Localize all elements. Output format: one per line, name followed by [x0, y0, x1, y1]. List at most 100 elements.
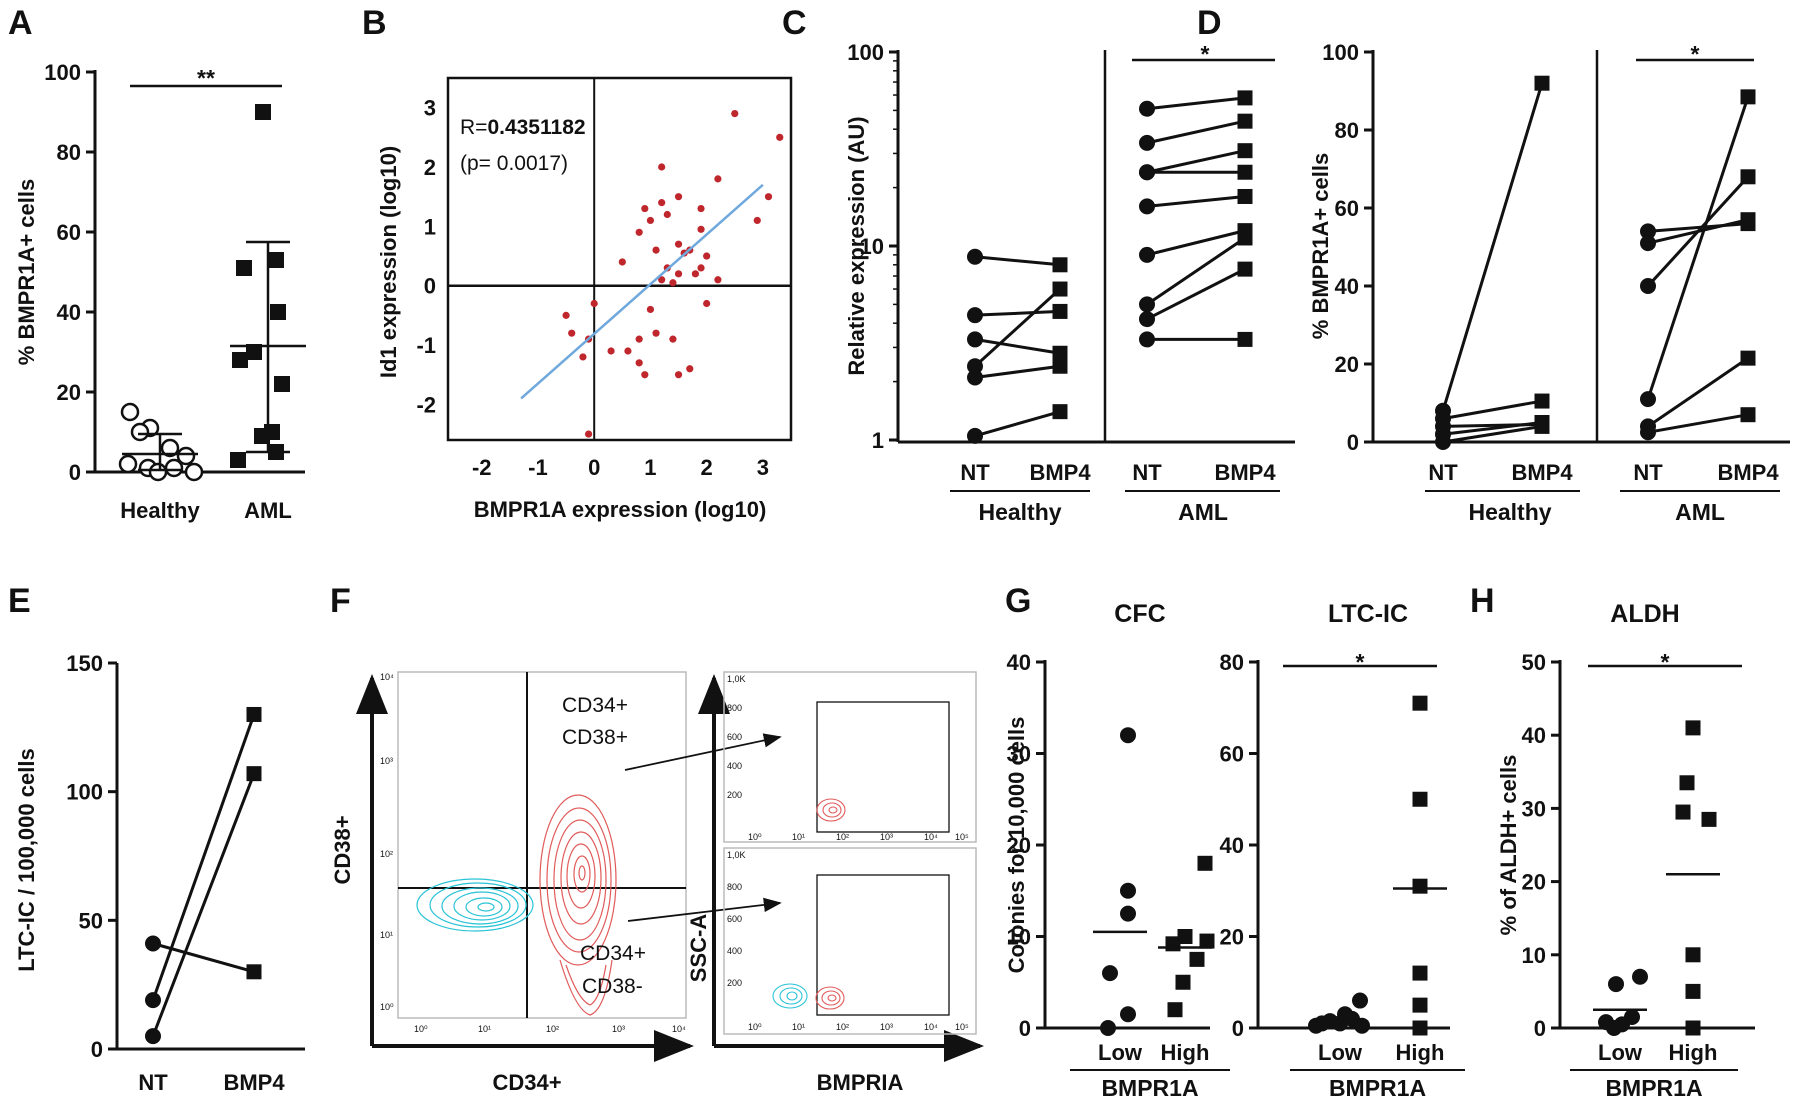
panel-d-pair-line	[1647, 413, 1749, 434]
panel-f-side-xtick-3: 10³	[880, 832, 893, 842]
panel-c-point-nt	[1139, 100, 1155, 117]
panel-d-point-nt	[1435, 434, 1451, 450]
panel-b-point	[776, 133, 784, 141]
panel-f-ytick-2: 10²	[380, 849, 393, 859]
panel-f-side-top-frame	[723, 671, 977, 843]
panel-b-point	[703, 252, 711, 260]
panel-f-cd34neg-population	[416, 878, 534, 932]
panel-g-cfc-point-low	[1100, 1020, 1116, 1036]
panel-b-point	[753, 216, 761, 225]
panel-h-point-high	[1679, 775, 1695, 791]
panel-f-ytick-1: 10¹	[380, 930, 393, 940]
panel-c-ytick-label: 1	[872, 428, 884, 453]
panel-g-cfc-point-low	[1120, 1006, 1136, 1023]
panel-b-point	[674, 193, 683, 201]
panel-b-xtick-label: 1	[644, 455, 656, 480]
panel-e-point-nt	[145, 992, 161, 1009]
panel-c-point-bmp4	[1237, 261, 1253, 277]
panel-b-xtick-label: -1	[528, 455, 548, 480]
panel-c-pair-line	[974, 255, 1061, 267]
panel-g-ltcic-ytick-label: 20	[1220, 925, 1244, 950]
panel-b-xtick-label: 3	[757, 455, 769, 480]
panel-label-a: A	[8, 4, 33, 42]
panel-g-ltcic-sig-star: *	[1356, 649, 1365, 675]
panel-d-point-nt	[1640, 223, 1656, 240]
panel-g-cfc-point-low	[1120, 727, 1136, 744]
panel-g-cfc-point-high	[1199, 933, 1215, 949]
panel-b-point	[635, 359, 643, 367]
panel-c-pair-line	[1146, 236, 1246, 306]
panel-c-point-nt	[967, 248, 983, 265]
panel-b-r-annotation: R=0.4351182	[460, 116, 586, 139]
panel-b-point	[646, 305, 655, 314]
panel-d-point-bmp4	[1534, 393, 1550, 409]
panel-b-point	[669, 279, 677, 287]
panel-e-point-bmp4	[246, 706, 262, 722]
panel-a-point-aml	[230, 452, 246, 468]
panel-f-main-frame	[397, 671, 687, 1019]
panel-b-xtick-label: 0	[588, 455, 600, 480]
panel-d-point-bmp4	[1740, 407, 1756, 423]
panel-label-h: H	[1470, 582, 1495, 620]
panel-a-point-aml	[254, 428, 270, 444]
panel-b-r-prefix: R=	[460, 116, 487, 139]
panel-c-point-nt	[967, 369, 983, 386]
panel-c-group-label: AML	[1178, 499, 1228, 525]
panel-e-point-bmp4	[246, 766, 262, 782]
panel-c-pair-line	[1146, 96, 1246, 111]
panel-g-ltcic-point-low	[1352, 992, 1368, 1009]
panel-g-cfc-point-low	[1102, 965, 1118, 982]
panel-d-ytick-label: 40	[1335, 274, 1359, 299]
panel-a-point-healthy	[176, 446, 196, 466]
panel-e-ytick-label: 100	[66, 780, 103, 805]
panel-c-point-nt	[967, 307, 983, 324]
panel-f-side-ytick-3: 400	[727, 761, 742, 771]
panel-label-c: C	[782, 4, 807, 42]
panel-label-d: D	[1197, 4, 1222, 42]
panel-h-point-high	[1675, 804, 1691, 820]
panel-f-side-xlabel: BMPRIA	[817, 1070, 904, 1095]
panel-e-point-nt	[145, 935, 161, 952]
panel-a-ytick-label: 80	[57, 140, 81, 165]
panel-f-main-ylabel: CD38+	[330, 815, 355, 884]
panel-d-pair-line	[1646, 96, 1750, 400]
panel-f-side-ytick-9: 200	[727, 978, 742, 988]
panel-d-xtick-label: BMP4	[1511, 460, 1573, 485]
panel-b-p-value: (p= 0.0017)	[460, 152, 568, 175]
panel-c-point-bmp4	[1237, 90, 1253, 106]
panel-b-point	[714, 175, 722, 183]
panel-h-group-label: BMPR1A	[1605, 1075, 1702, 1101]
panel-b-chart: Id1 expression (log10) BMPR1A expression…	[376, 76, 793, 522]
panel-label-e: E	[8, 582, 31, 620]
panel-c-pair-line	[1146, 229, 1246, 257]
panel-d-pair-line	[1442, 399, 1543, 421]
panel-g-cfc-point-high	[1175, 974, 1191, 990]
panel-h-ytick-label: 40	[1522, 723, 1546, 748]
panel-d-pair-line	[1442, 424, 1543, 444]
panel-c-point-nt	[967, 358, 983, 375]
panel-g-ltcic-xtick-label: High	[1396, 1040, 1445, 1065]
panel-f-ytick-4: 10⁴	[380, 672, 394, 682]
panel-d-xtick-label: BMP4	[1717, 460, 1779, 485]
panel-b-point	[691, 270, 700, 278]
panel-b-point	[562, 311, 570, 319]
panel-b-ylabel: Id1 expression (log10)	[376, 146, 401, 378]
panel-a-point-healthy	[118, 454, 138, 474]
panel-c-sig-star: *	[1201, 41, 1210, 67]
panel-g-cfc-ytick-label: 0	[1019, 1016, 1031, 1041]
panel-d-group-label: Healthy	[1468, 499, 1551, 525]
panel-c-point-nt	[1139, 164, 1155, 181]
panel-d-point-bmp4	[1740, 169, 1756, 185]
panel-g-cfc-chart: CFC Colonies for 10,000 cells	[1004, 600, 1210, 1030]
panel-c-point-bmp4	[1052, 257, 1068, 273]
panel-c-xtick-label: NT	[1132, 460, 1162, 485]
panel-c-pair-line	[1146, 194, 1246, 208]
panel-c-ytick-label: 100	[847, 40, 884, 65]
panel-b-point	[697, 225, 705, 233]
panel-f-xtick-2: 10²	[546, 1024, 559, 1034]
panel-b-point	[652, 329, 660, 337]
panel-label-b: B	[362, 4, 387, 42]
panel-c-point-bmp4	[1052, 345, 1068, 361]
panel-f-side-ytick-6: 800	[727, 882, 742, 892]
